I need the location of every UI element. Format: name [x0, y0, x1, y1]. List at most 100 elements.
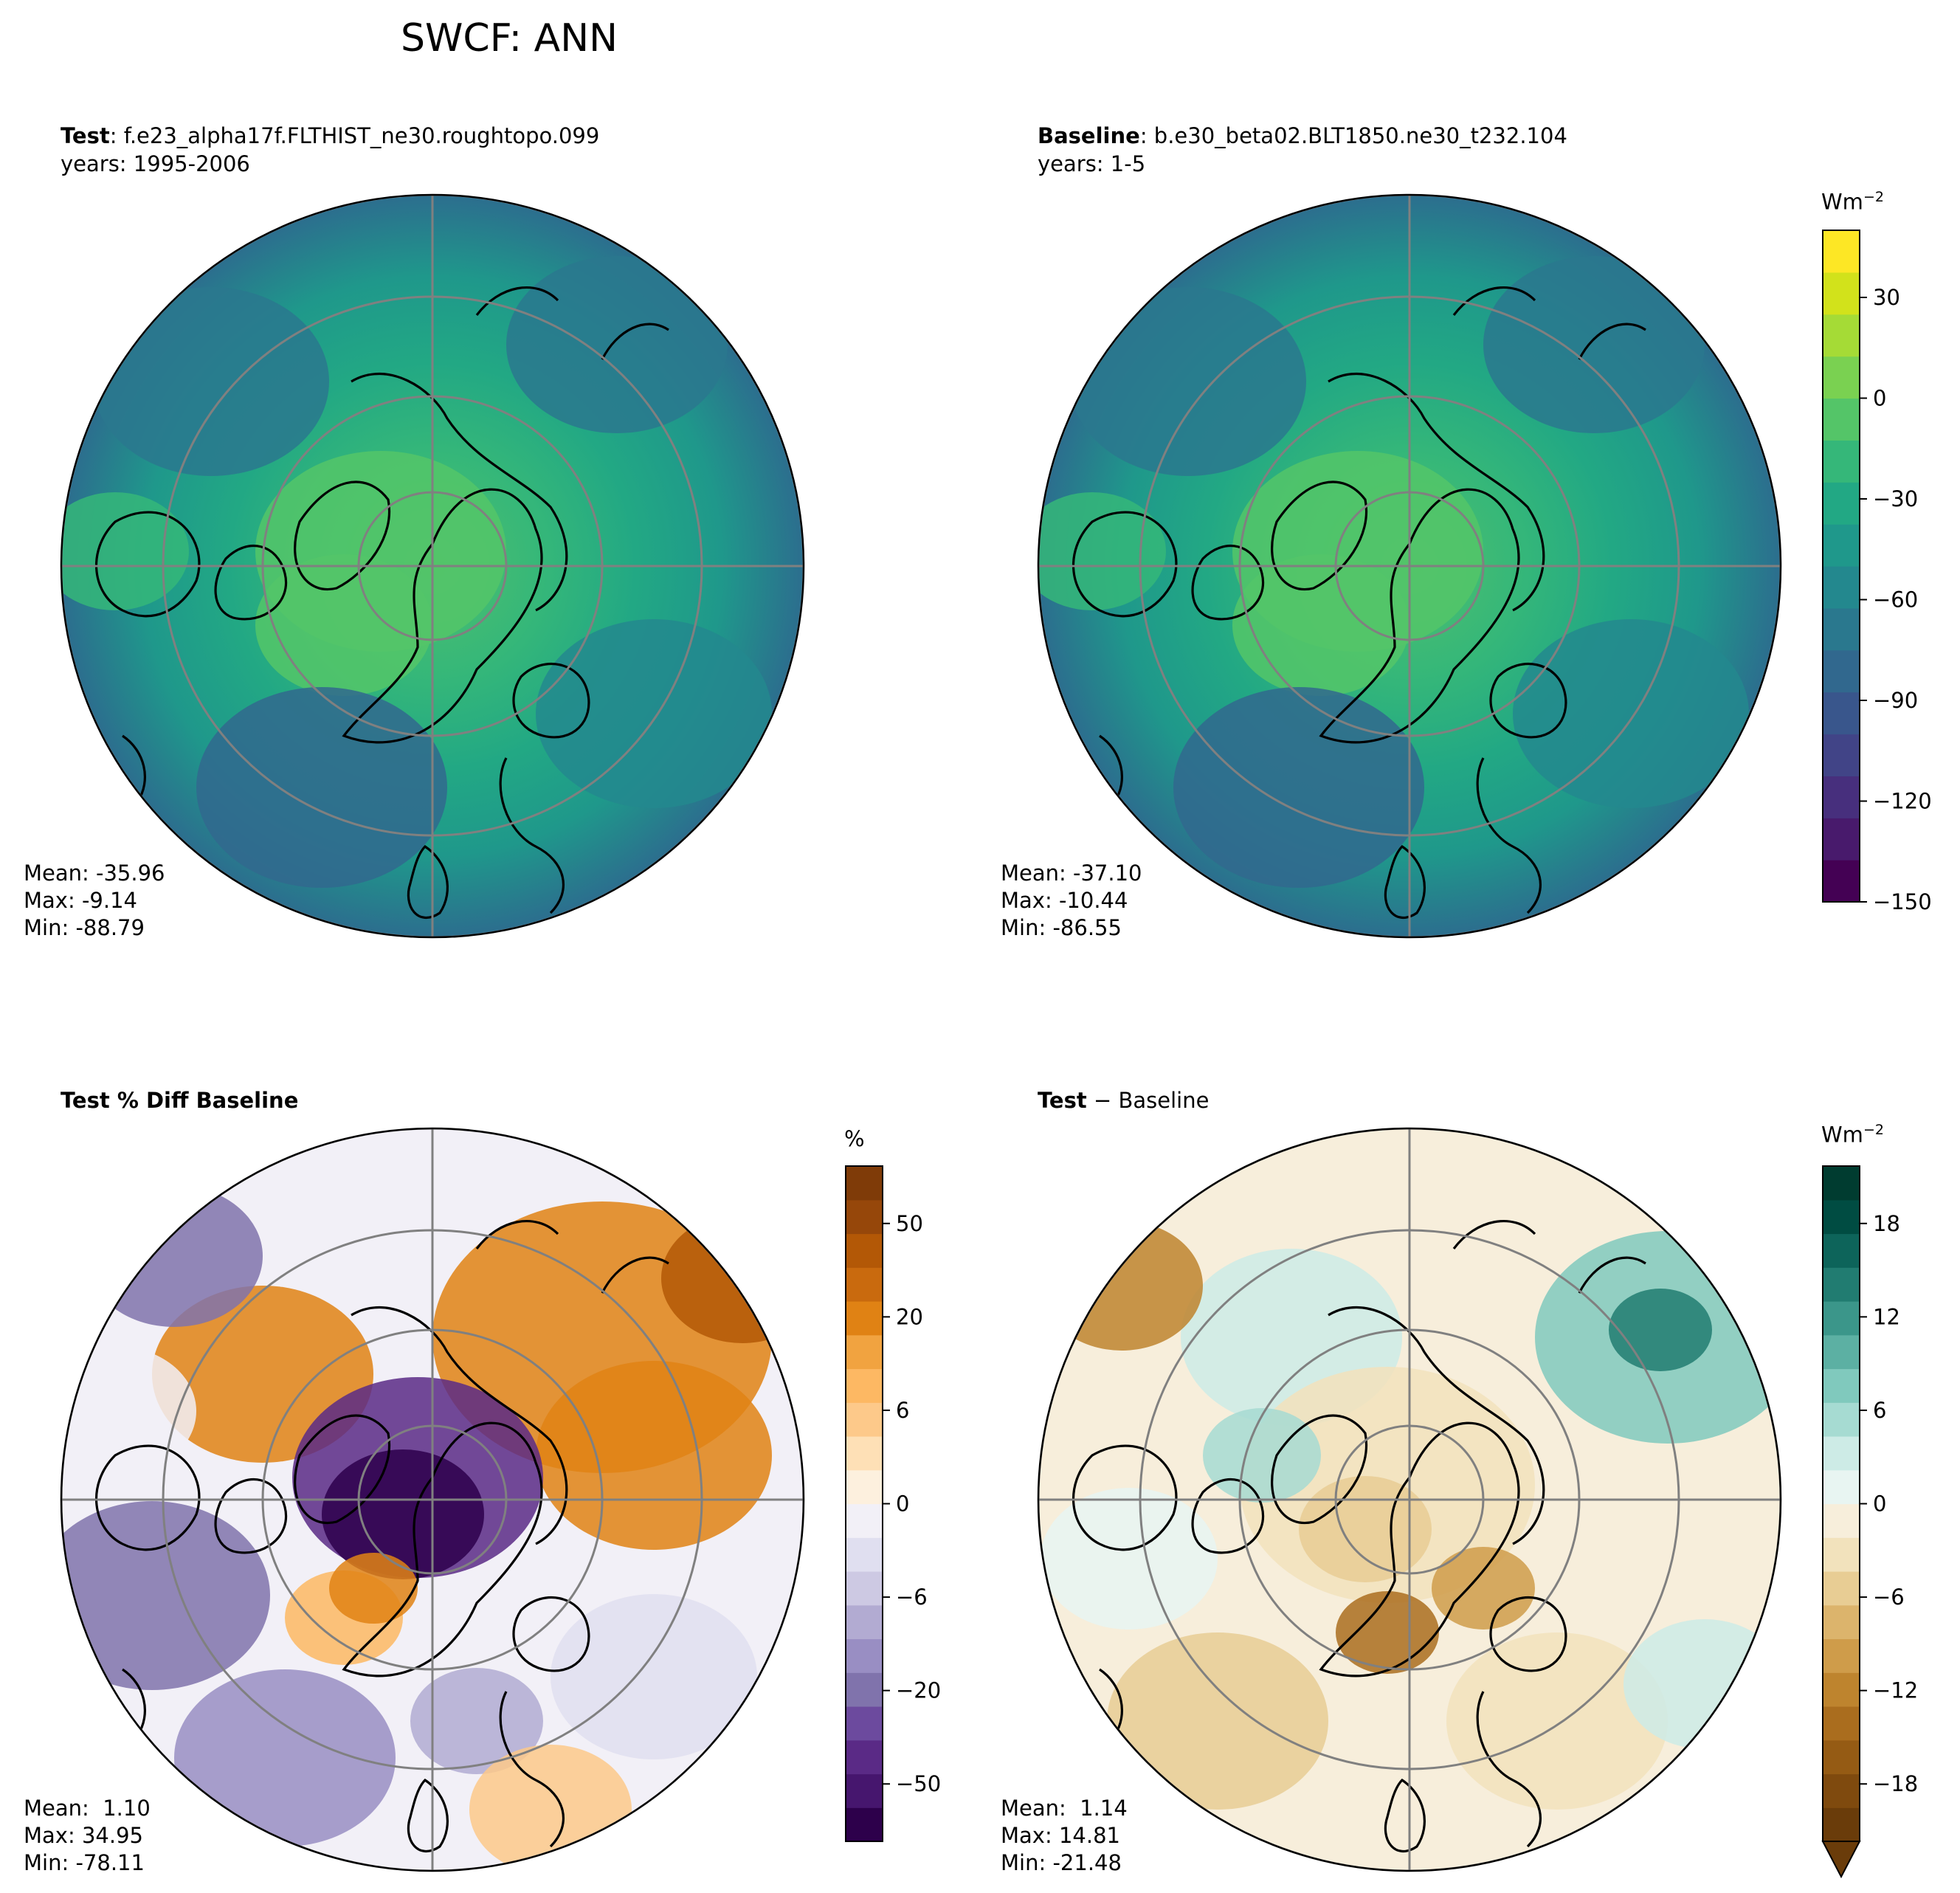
field-contour [410, 1668, 543, 1774]
stats-min: -78.11 [75, 1850, 145, 1875]
colorbar-segment [1823, 1233, 1860, 1268]
colorbar-segment [846, 1503, 883, 1538]
map-boundary [1037, 1127, 1782, 1872]
stats-max-label: Max: [24, 1823, 75, 1848]
colorbar-segment [1823, 272, 1860, 315]
colorbar-tick-label: 12 [1873, 1304, 1900, 1329]
stats-min-label: Min: [1001, 915, 1046, 940]
colorbar-unit-diff: Wm−2 [1821, 1122, 1884, 1148]
field-contour [1070, 287, 1306, 476]
field-contour [1623, 1619, 1781, 1749]
field-contour [551, 1594, 757, 1759]
colorbar-segment [1823, 482, 1860, 525]
stats-baseline: Mean: -37.10 Max: -10.44 Min: -86.55 [1001, 860, 1142, 942]
field-contour [1203, 1408, 1321, 1503]
colorbar-segment [1823, 1638, 1860, 1673]
colorbar-pct: 50 20 6 0 −6 −20 −50 [845, 1165, 941, 1842]
field-contour [61, 492, 189, 610]
colorbar-segment [846, 1166, 883, 1201]
field-contour [329, 1553, 418, 1624]
panel-title-baseline: Baseline: b.e30_beta02.BLT1850.ne30_t232… [1038, 122, 1567, 178]
colorbar-segment [1823, 1672, 1860, 1707]
colorbar-tick-label: −60 [1873, 587, 1918, 613]
stats-mean: 1.14 [1073, 1796, 1128, 1821]
stats-max-label: Max: [1001, 888, 1052, 913]
unit-base: Wm [1821, 1122, 1863, 1148]
map-baseline [1038, 195, 1781, 937]
colorbar-segment [846, 1604, 883, 1640]
stats-min-label: Min: [24, 915, 69, 940]
field-contour [86, 1185, 263, 1327]
field-contour [1513, 619, 1749, 808]
colorbar-tick-label: −6 [896, 1585, 928, 1610]
colorbar-segment [846, 1368, 883, 1403]
stats-max: -10.44 [1058, 888, 1128, 913]
field-contour [469, 1745, 632, 1871]
colorbar-tick-label: 0 [1873, 1492, 1886, 1517]
colorbar-segment [846, 1739, 883, 1775]
panel-title-diff: Test − Baseline [1038, 1086, 1209, 1114]
colorbar-tick-label: 6 [1873, 1398, 1886, 1423]
colorbar-diff: 18 12 6 0 −6 −12 −18 [1821, 1165, 1918, 1879]
map-diff [1038, 1128, 1781, 1871]
stats-mean-label: Mean: [1001, 861, 1066, 886]
figure-title: SWCF: ANN [400, 16, 618, 61]
stats-max-label: Max: [1001, 1823, 1052, 1848]
field-contour [322, 1449, 484, 1579]
field-contour [255, 554, 432, 696]
colorbar-tick-label: −50 [896, 1771, 941, 1796]
colorbar-tick-label: 0 [896, 1492, 909, 1517]
colorbar-tick-label: 30 [1873, 285, 1900, 310]
field-contour [61, 1501, 270, 1690]
colorbar-segment [1823, 440, 1860, 483]
colorbar-segment [846, 1436, 883, 1471]
panel-title-bold: Test % Diff Baseline [61, 1088, 299, 1113]
stats-mean-label: Mean: [1001, 1796, 1066, 1821]
colorbar-tick-label: 0 [1873, 386, 1886, 411]
stats-mean-label: Mean: [24, 1796, 89, 1821]
colorbar-segment [1823, 607, 1860, 651]
colorbar-segment [1823, 649, 1860, 693]
colorbar-segment [1823, 1334, 1860, 1370]
colorbar-segment [1823, 1537, 1860, 1572]
colorbar-segment [1823, 776, 1860, 818]
colorbar-segment [846, 1773, 883, 1808]
colorbar-extend-arrow [1821, 1841, 1861, 1879]
colorbar-tick-label: −18 [1873, 1771, 1918, 1796]
stats-max: -9.14 [81, 888, 137, 913]
colorbar-tick-label: 6 [896, 1398, 909, 1423]
field-contour [196, 687, 447, 888]
stats-pctdiff: Mean: 1.10 Max: 34.95 Min: -78.11 [24, 1795, 151, 1877]
field-contour [1232, 554, 1409, 696]
colorbar-segment [846, 1571, 883, 1606]
colorbar-tick-label: 20 [896, 1304, 923, 1329]
panel-subtitle: years: 1995-2006 [61, 151, 250, 176]
colorbar-segment [1823, 1368, 1860, 1403]
colorbar-segment [1823, 1773, 1860, 1808]
colorbar-tick-label: −30 [1873, 486, 1918, 511]
colorbar-segment [846, 1638, 883, 1673]
map-test [61, 195, 804, 937]
colorbar-segment [1823, 1739, 1860, 1775]
colorbar-segment [1823, 230, 1860, 273]
map-pctdiff [61, 1128, 804, 1871]
colorbar-segment [1823, 1807, 1860, 1842]
field-contour [1041, 1221, 1203, 1351]
colorbar-tick-label: 50 [896, 1211, 923, 1236]
stats-mean: 1.10 [96, 1796, 151, 1821]
colorbar-segment [846, 1334, 883, 1370]
stats-min: -88.79 [75, 915, 145, 940]
colorbar-segment [846, 1469, 883, 1505]
colorbar-segment [1823, 818, 1860, 861]
colorbar-segment [1823, 1267, 1860, 1302]
field-contour [93, 287, 329, 476]
stats-test: Mean: -35.96 Max: -9.14 Min: -88.79 [24, 860, 165, 942]
unit-sup: −2 [1863, 1122, 1884, 1138]
field-contour [1299, 1476, 1432, 1582]
colorbar-segment [1823, 1199, 1860, 1235]
colorbar-segment [1823, 1503, 1860, 1538]
colorbar-segment [1823, 524, 1860, 567]
colorbar-segment [1823, 356, 1860, 399]
colorbar-segment [1823, 734, 1860, 776]
